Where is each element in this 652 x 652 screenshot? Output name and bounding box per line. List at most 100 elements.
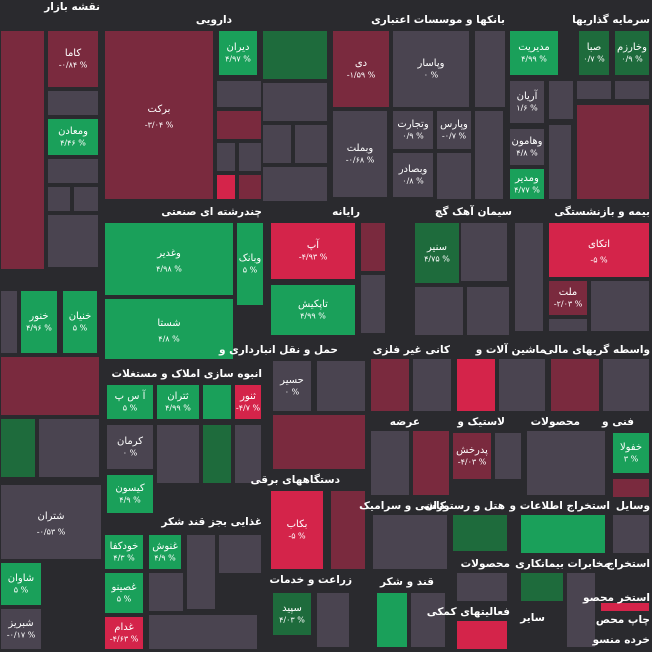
- stock-tile[interactable]: [613, 29, 651, 77]
- stock-tile[interactable]: [105, 473, 155, 515]
- stock-tile[interactable]: [103, 533, 145, 571]
- sector-title: محصولات: [531, 416, 580, 428]
- stock-tile[interactable]: [103, 615, 145, 651]
- stock-tile[interactable]: [413, 221, 461, 285]
- stock-tile[interactable]: [271, 591, 313, 637]
- stock-tile[interactable]: [147, 533, 183, 571]
- stock-name: غصینو: [110, 582, 136, 593]
- stock-tile[interactable]: [577, 29, 611, 77]
- tile: [261, 123, 293, 165]
- stock-name: کیسون: [115, 483, 144, 494]
- tile: [369, 429, 411, 497]
- stock-tile[interactable]: [105, 423, 155, 471]
- tile: [261, 165, 329, 203]
- tile: [451, 513, 509, 553]
- tile: [46, 185, 72, 213]
- stock-name: دیران: [227, 42, 250, 53]
- stock-tile[interactable]: [508, 127, 546, 167]
- stock-change: ۰ %: [123, 449, 138, 458]
- stock-tile[interactable]: [547, 221, 651, 279]
- tile: [547, 123, 573, 201]
- tile: [455, 619, 509, 651]
- stock-tile[interactable]: [391, 109, 435, 151]
- tile: [611, 477, 651, 499]
- stock-change: ۳ %: [624, 455, 639, 464]
- stock-change: -۴/۶۳ %: [110, 635, 139, 644]
- stock-tile[interactable]: [105, 383, 155, 421]
- stock-tile[interactable]: [61, 289, 99, 355]
- stock-tile[interactable]: [103, 221, 235, 297]
- stock-change: ۴/۷۷ %: [514, 186, 540, 195]
- stock-name: تاپکیش: [298, 299, 328, 310]
- stock-tile[interactable]: [269, 221, 357, 281]
- sector-title: حمل و نقل انبارداری و: [218, 344, 338, 356]
- stock-tile[interactable]: [269, 283, 357, 337]
- sector-title: کانی غیر فلزی: [373, 344, 451, 356]
- stock-name: غنوش: [152, 541, 178, 552]
- stock-tile[interactable]: [46, 29, 100, 89]
- tile: [411, 429, 451, 497]
- stock-tile[interactable]: [155, 383, 201, 421]
- stock-tile[interactable]: [217, 29, 259, 77]
- stock-tile[interactable]: [233, 383, 263, 421]
- stock-change: ۰/۹ %: [621, 55, 643, 64]
- sector-title: دارویی: [196, 14, 233, 26]
- tile: [293, 123, 329, 165]
- stock-change: -۴/۹۳ %: [299, 253, 328, 262]
- sector-title: وسایل: [616, 500, 650, 512]
- stock-change: ۴/۴۶ %: [60, 139, 86, 148]
- stock-tile[interactable]: [271, 359, 313, 413]
- stock-tile[interactable]: [46, 117, 100, 157]
- stock-tile[interactable]: [269, 489, 325, 571]
- stock-tile[interactable]: [0, 561, 43, 607]
- stock-name: وبانک: [239, 253, 262, 264]
- stock-name: ملت: [559, 287, 578, 298]
- stock-tile[interactable]: [435, 109, 473, 151]
- tile: [46, 213, 100, 269]
- sector-title: خرده منسو: [592, 634, 650, 646]
- stock-tile[interactable]: [331, 29, 391, 109]
- stock-tile[interactable]: [103, 297, 235, 361]
- sector-title: محصولات: [461, 558, 510, 570]
- stock-name: برکت: [148, 104, 171, 115]
- sector-title: بیمه و بازنشستگی: [554, 205, 650, 218]
- tile: [513, 221, 545, 333]
- stock-tile[interactable]: [0, 483, 103, 561]
- stock-tile[interactable]: [508, 79, 546, 125]
- tile: [359, 273, 387, 335]
- tile: [217, 533, 263, 575]
- stock-tile[interactable]: [0, 607, 43, 651]
- stock-change: ۴/۸ %: [158, 335, 180, 344]
- stock-tile[interactable]: [19, 289, 59, 355]
- sector-title: دستگاههای برقی: [251, 473, 341, 486]
- stock-name: آپ: [307, 238, 320, 251]
- tile: [459, 221, 509, 283]
- stock-tile[interactable]: [508, 29, 560, 77]
- stock-tile[interactable]: [611, 431, 651, 475]
- stock-tile[interactable]: [103, 29, 215, 201]
- stock-name: شتران: [37, 511, 64, 522]
- stock-tile[interactable]: [235, 221, 265, 307]
- tile: [185, 533, 217, 611]
- tile: [261, 81, 329, 123]
- stock-change: ۴/۷۵ %: [424, 255, 450, 264]
- sector-title: ماشین آلات و: [475, 343, 546, 356]
- stock-change: ۰/۸ %: [402, 177, 424, 186]
- tile: [147, 613, 259, 651]
- tile: [473, 29, 507, 109]
- stock-tile[interactable]: [508, 167, 546, 201]
- sector-title: چاپ محص: [596, 614, 650, 626]
- stock-change: -۲/۰۳ %: [554, 300, 583, 309]
- stock-name: خودکفا: [110, 541, 139, 552]
- stock-tile[interactable]: [451, 431, 493, 481]
- stock-name: سپید: [282, 603, 302, 614]
- stock-tile[interactable]: [391, 151, 435, 199]
- stock-tile[interactable]: [391, 29, 471, 109]
- sector-title: لاستیک و: [456, 416, 505, 428]
- stock-tile[interactable]: [331, 109, 389, 199]
- stock-change: ۵ %: [117, 595, 132, 604]
- tile: [233, 423, 263, 485]
- stock-tile[interactable]: [547, 279, 589, 317]
- sector-title: بانکها و موسسات اعتباری: [371, 14, 505, 26]
- stock-tile[interactable]: [103, 571, 145, 615]
